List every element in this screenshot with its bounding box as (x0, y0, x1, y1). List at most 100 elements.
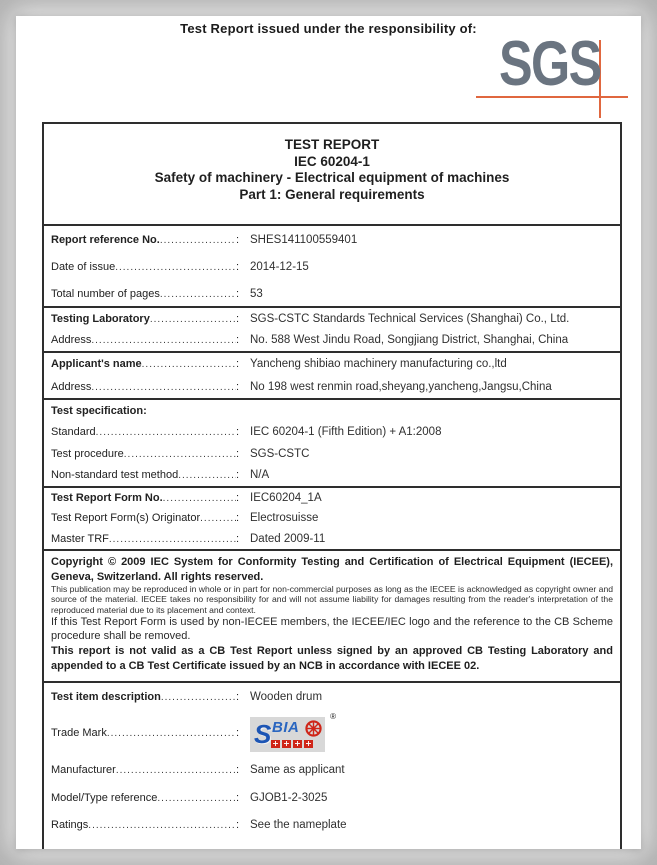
dot-leader (107, 728, 236, 739)
row-standard: Standard: IEC 60204-1 (Fifth Edition) + … (44, 422, 620, 444)
field-value: No 198 west renmin road,sheyang,yancheng… (250, 380, 552, 393)
row-applicant-name: Applicant's name: Yancheng shibiao machi… (44, 353, 620, 376)
row-ratings: Ratings: See the nameplate (44, 811, 620, 838)
field-label: Test Report Form No. (51, 492, 163, 505)
dot-leader (160, 235, 236, 246)
leader-colon: : (235, 512, 239, 525)
report-title-line-2: IEC 60204-1 (294, 153, 370, 169)
field-value: 2014-12-15 (250, 260, 309, 273)
trademark-box: S BIA (250, 712, 336, 752)
leader-colon: : (235, 690, 239, 703)
row-model-type-reference: Model/Type reference: GJOB1-2-3025 (44, 784, 620, 811)
row-total-pages: Total number of pages: 53 (44, 280, 620, 306)
dot-leader (150, 314, 236, 325)
field-value: Electrosuisse (250, 512, 319, 525)
leader-colon: : (235, 358, 239, 371)
leader-colon: : (235, 447, 239, 460)
leader-colon: : (235, 492, 239, 505)
dot-leader (91, 382, 236, 393)
row-date-of-issue: Date of issue: 2014-12-15 (44, 253, 620, 280)
field-value: Same as applicant (250, 764, 345, 776)
row-trade-mark: Trade Mark: S BIA (44, 710, 620, 756)
trademark-character-blocks (271, 739, 313, 748)
leader-colon: : (235, 312, 239, 325)
field-label: Total number of pages (51, 287, 160, 300)
dot-leader (160, 289, 236, 300)
dot-leader (124, 449, 236, 460)
report-title-block: TEST REPORT IEC 60204-1 Safety of machin… (44, 124, 620, 226)
dot-leader (91, 335, 236, 346)
dot-leader (115, 262, 236, 273)
sgs-logo: SGS (499, 29, 602, 99)
dot-leader (116, 765, 236, 776)
field-label: Test Report Form(s) Originator (51, 512, 201, 525)
leader-colon: : (235, 287, 239, 300)
trademark-character-block (304, 739, 313, 748)
leader-colon: : (235, 380, 239, 393)
leader-colon: : (235, 764, 239, 776)
dot-leader (142, 359, 236, 370)
dot-leader (200, 513, 236, 524)
dot-leader (163, 493, 236, 504)
field-value: IEC 60204-1 (Fifth Edition) + A1:2008 (250, 426, 442, 439)
copyright-notice: Copyright © 2009 IEC System for Conformi… (51, 556, 613, 583)
section-report-reference: Report reference No.: SHES141100559401 D… (44, 226, 620, 308)
row-laboratory-address: Address: No. 588 West Jindu Road, Songji… (44, 330, 620, 352)
registered-mark: ® (330, 711, 336, 721)
field-label: Model/Type reference (51, 791, 158, 804)
field-value: SGS-CSTC (250, 447, 310, 460)
field-label: Ratings (51, 818, 89, 831)
section-test-report-form: Test Report Form No.: IEC60204_1A Test R… (44, 488, 620, 551)
issuer-line: Test Report issued under the responsibil… (180, 21, 477, 36)
field-label: Manufacturer (51, 764, 116, 776)
trademark-character-block (293, 739, 302, 748)
leader-colon: : (235, 260, 239, 273)
row-test-report-form-no: Test Report Form No.: IEC60204_1A (44, 488, 620, 508)
field-value: Yancheng shibiao machinery manufacturing… (250, 358, 507, 371)
field-label: Test item description (51, 690, 161, 703)
row-applicant-address: Address: No 198 west renmin road,sheyang… (44, 376, 620, 399)
section-test-specification: Test specification:: Standard: IEC 60204… (44, 400, 620, 488)
field-value: IEC60204_1A (250, 492, 322, 505)
field-value: Dated 2009-11 (250, 532, 326, 545)
row-master-trf: Master TRF: Dated 2009-11 (44, 529, 620, 549)
trademark-letter-s: S (254, 718, 272, 749)
row-manufacturer: Manufacturer: Same as applicant (44, 756, 620, 784)
field-label: Applicant's name (51, 358, 142, 371)
report-page: Test Report issued under the responsibil… (16, 16, 641, 849)
field-value: Wooden drum (250, 690, 323, 703)
trademark-letters-bia: BIA (272, 718, 300, 736)
field-label: Standard (51, 426, 96, 439)
report-title-line-1: TEST REPORT (284, 137, 380, 152)
field-value: SHES141100559401 (250, 233, 358, 246)
leader-colon: : (235, 727, 239, 739)
field-label: Testing Laboratory (51, 312, 150, 325)
dot-leader (178, 470, 236, 481)
leader-colon: : (235, 334, 239, 347)
leader-colon: : (235, 233, 239, 246)
sgs-logo-horizontal-line (476, 96, 628, 98)
section-applicant: Applicant's name: Yancheng shibiao machi… (44, 353, 620, 400)
copyright-small-print: This publication may be reproduced in wh… (51, 584, 613, 615)
field-value: GJOB1-2-3025 (250, 791, 328, 804)
field-value: N/A (250, 469, 270, 482)
copyright-removal-note: If this Test Report Form is used by non-… (51, 615, 613, 643)
trademark-logo: S BIA (250, 712, 336, 752)
field-label: Master TRF (51, 532, 109, 545)
trademark-character-block (271, 739, 280, 748)
row-test-procedure: Test procedure: SGS-CSTC (44, 443, 620, 465)
field-label: Trade Mark (51, 727, 107, 739)
leader-colon: : (235, 426, 239, 439)
field-label: Date of issue (51, 260, 116, 273)
leader-colon: : (235, 532, 239, 545)
field-value: 53 (250, 287, 263, 300)
row-report-reference-no: Report reference No.: SHES141100559401 (44, 226, 620, 253)
dot-leader (96, 427, 236, 438)
report-title-line-3: Safety of machinery - Electrical equipme… (154, 170, 510, 185)
copyright-validity-note: This report is not valid as a CB Test Re… (51, 645, 613, 672)
row-test-item-description: Test item description: Wooden drum (44, 683, 620, 710)
dot-leader (109, 534, 236, 545)
row-trf-originator: Test Report Form(s) Originator: Electros… (44, 508, 620, 528)
dot-leader (161, 692, 236, 703)
